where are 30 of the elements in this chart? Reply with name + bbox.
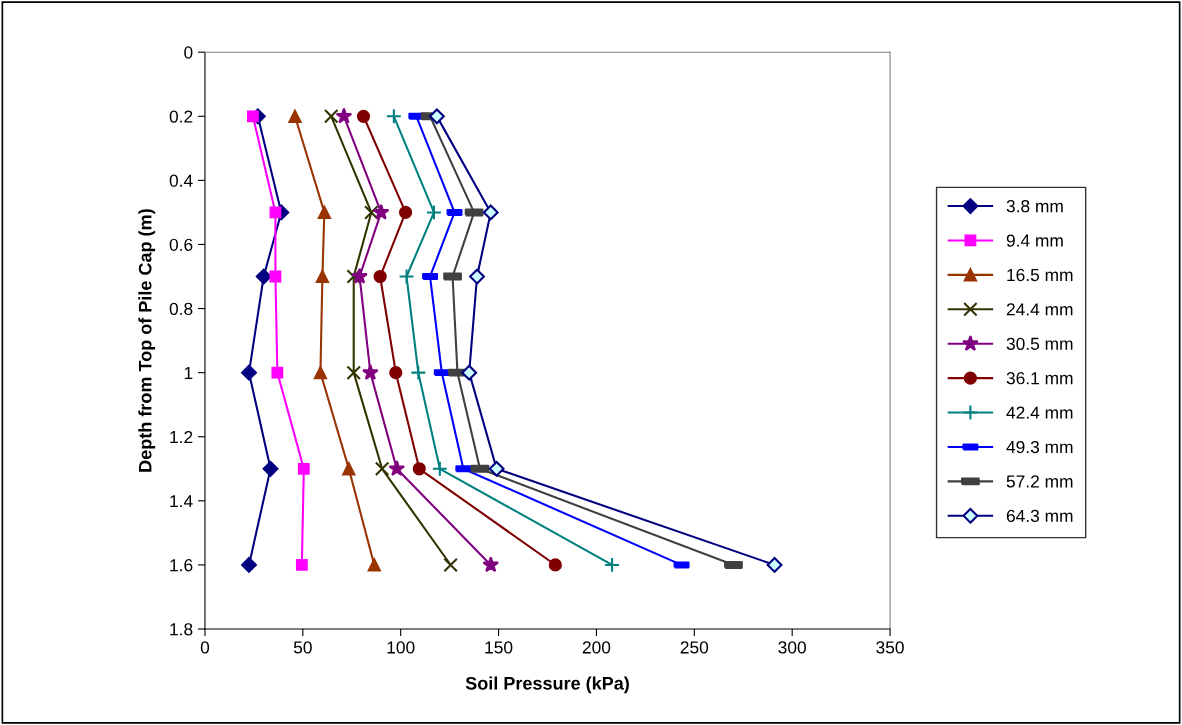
- y-tick-label: 1.2: [170, 430, 193, 444]
- y-tick-label: 0.4: [169, 174, 193, 187]
- legend-label: 30.5 mm: [1006, 337, 1073, 350]
- y-tick-label: 0.6: [169, 238, 193, 251]
- y-axis-title: Depth from Top of Pile Cap (m): [138, 209, 156, 472]
- y-tick-label: 1.6: [170, 559, 193, 572]
- x-tick-label: 350: [876, 641, 904, 654]
- y-tick-label: 1: [184, 367, 193, 379]
- legend-label: 3.8 mm: [1006, 200, 1063, 213]
- x-tick-label: 150: [485, 641, 513, 654]
- x-tick-label: 0: [200, 641, 210, 654]
- y-tick-label: 0.2: [169, 110, 193, 123]
- legend-label: 16.5 mm: [1007, 268, 1073, 282]
- legend-label: 24.4 mm: [1006, 303, 1073, 316]
- legend-label: 49.3 mm: [1006, 440, 1073, 454]
- legend-label: 64.3 mm: [1006, 509, 1073, 523]
- x-tick-label: 300: [778, 641, 806, 654]
- x-axis-title: Soil Pressure (kPa): [465, 676, 629, 694]
- y-tick-label: 1.8: [170, 623, 193, 636]
- y-tick-label: 1.4: [170, 495, 193, 508]
- x-tick-label: 250: [680, 641, 709, 654]
- legend-label: 36.1 mm: [1006, 372, 1073, 385]
- x-tick-label: 200: [582, 641, 611, 654]
- x-tick-label: 50: [293, 641, 312, 654]
- y-tick-label: 0: [184, 46, 193, 59]
- x-tick-label: 100: [387, 641, 415, 654]
- y-tick-label: 0.8: [169, 302, 193, 316]
- legend-label: 57.2 mm: [1006, 475, 1073, 488]
- legend-label: 9.4 mm: [1006, 234, 1063, 247]
- legend-label: 42.4 mm: [1006, 406, 1073, 419]
